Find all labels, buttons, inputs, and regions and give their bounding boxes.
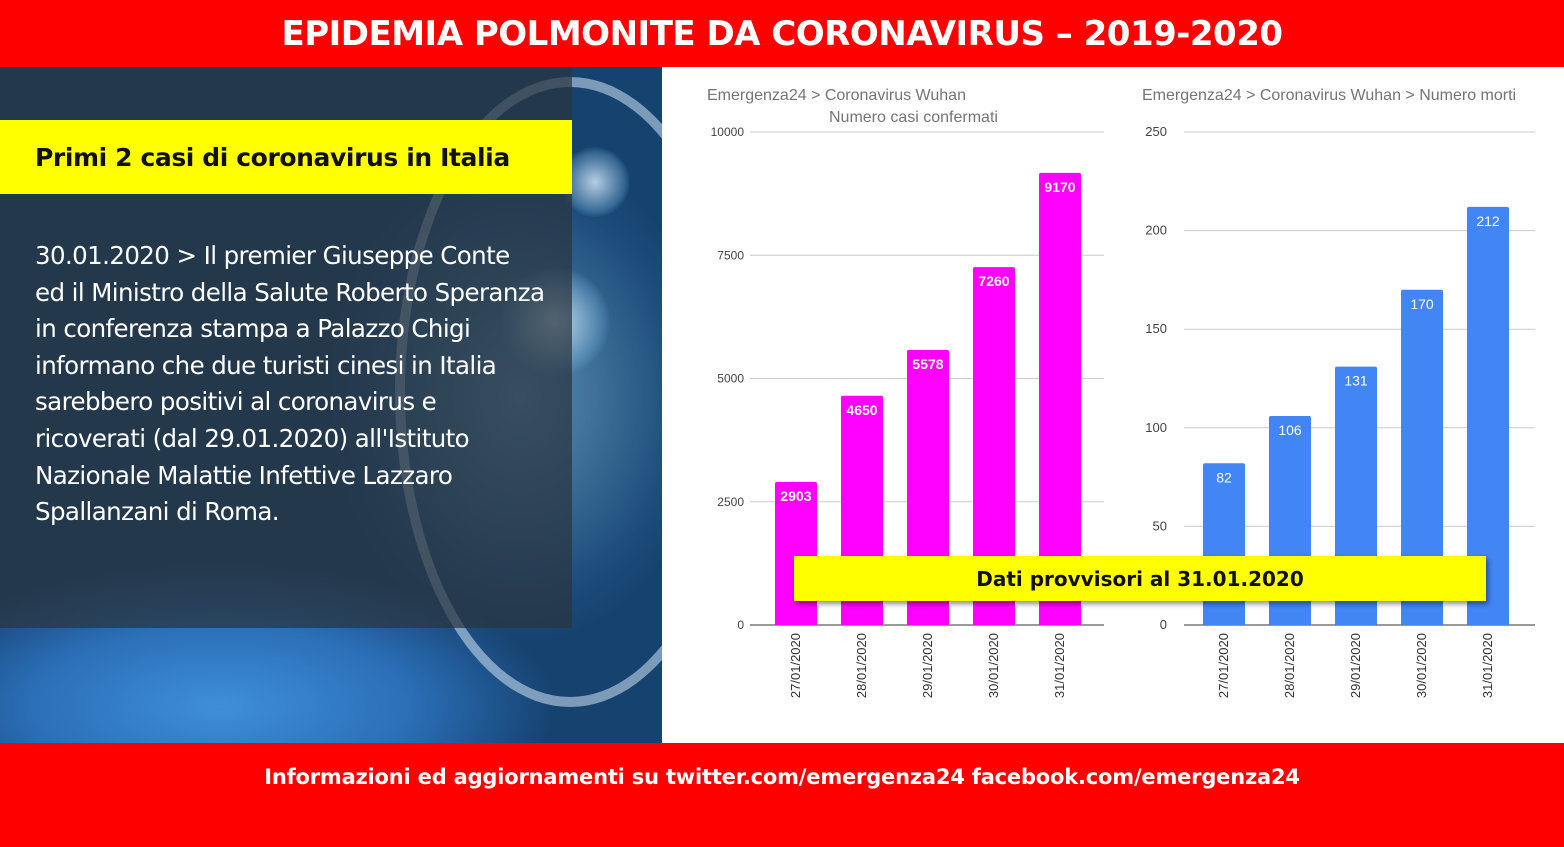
cases-chart-title: Emergenza24 > Coronavirus Wuhan: [707, 87, 966, 104]
deaths-y-tick-label: 100: [1145, 420, 1167, 435]
cases-bar-value-label: 5578: [912, 356, 943, 372]
deaths-y-tick-label: 250: [1145, 124, 1167, 139]
cases-chart: Emergenza24 > Coronavirus Wuhan Numero c…: [707, 87, 1104, 698]
deaths-x-tick-label: 27/01/2020: [1216, 633, 1231, 698]
cases-bar: [973, 267, 1015, 625]
cases-y-tick-label: 0: [737, 618, 744, 632]
provisional-data-note: Dati provvisori al 31.01.2020: [794, 556, 1486, 601]
deaths-y-tick-label: 50: [1153, 518, 1167, 533]
cases-y-tick-label: 5000: [717, 372, 744, 386]
cases-x-tick-label: 29/01/2020: [920, 633, 935, 698]
footer-banner: Informazioni ed aggiornamenti su twitter…: [0, 743, 1564, 847]
deaths-bar-value-label: 212: [1476, 213, 1500, 229]
cases-bar-value-label: 9170: [1044, 179, 1075, 195]
deaths-x-tick-label: 31/01/2020: [1480, 633, 1495, 698]
deaths-chart: Emergenza24 > Coronavirus Wuhan > Numero…: [1142, 87, 1535, 698]
deaths-bar-value-label: 82: [1216, 469, 1232, 485]
cases-chart-subtitle: Numero casi confermati: [829, 109, 998, 126]
news-body: 30.01.2020 > Il premier Giuseppe Conte e…: [35, 241, 545, 527]
deaths-y-tick-label: 150: [1145, 321, 1167, 336]
cases-bar-value-label: 2903: [780, 488, 811, 504]
charts-area: Emergenza24 > Coronavirus Wuhan Numero c…: [707, 87, 1535, 698]
footer-links-text: Informazioni ed aggiornamenti su twitter…: [264, 765, 1300, 789]
cases-bar-value-label: 7260: [978, 273, 1009, 289]
cases-y-tick-label: 2500: [717, 495, 744, 509]
deaths-y-tick-label: 0: [1160, 617, 1167, 632]
deaths-chart-title: Emergenza24 > Coronavirus Wuhan > Numero…: [1142, 87, 1516, 104]
cases-x-tick-label: 27/01/2020: [788, 633, 803, 698]
cases-x-tick-label: 31/01/2020: [1052, 633, 1067, 698]
deaths-x-tick-label: 28/01/2020: [1282, 633, 1297, 698]
deaths-x-tick-label: 29/01/2020: [1348, 633, 1363, 698]
cases-x-tick-label: 28/01/2020: [854, 633, 869, 698]
deaths-y-tick-label: 200: [1145, 223, 1167, 238]
cases-bar: [1039, 172, 1081, 625]
news-headline: Primi 2 casi di coronavirus in Italia: [0, 120, 572, 194]
deaths-bar-value-label: 170: [1410, 296, 1434, 312]
deaths-x-tick-label: 30/01/2020: [1414, 633, 1429, 698]
cases-y-tick-label: 7500: [717, 248, 744, 262]
cases-y-tick-label: 10000: [711, 125, 745, 139]
page-title: EPIDEMIA POLMONITE DA CORONAVIRUS – 2019…: [0, 0, 1564, 67]
deaths-bar: [1467, 206, 1509, 625]
deaths-bar-value-label: 131: [1344, 373, 1368, 389]
cases-x-tick-label: 30/01/2020: [986, 633, 1001, 698]
deaths-bar: [1401, 289, 1443, 625]
cases-bar-value-label: 4650: [846, 402, 877, 418]
deaths-bar-value-label: 106: [1278, 422, 1302, 438]
